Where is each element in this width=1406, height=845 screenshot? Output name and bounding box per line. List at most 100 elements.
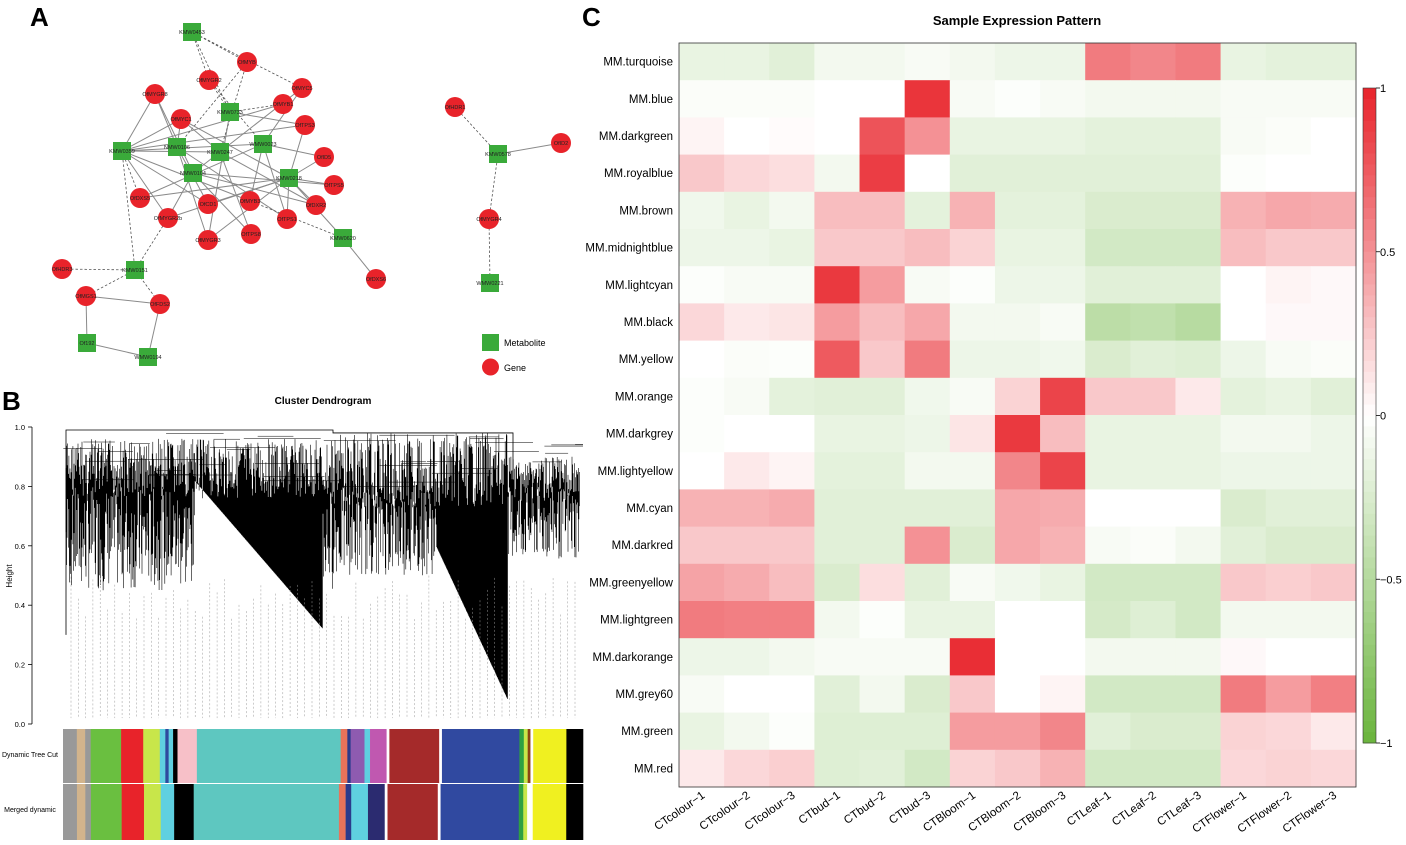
heatmap-cell [679,713,725,751]
heatmap-cell [905,638,951,676]
heatmap-cell [905,452,951,490]
heatmap-cell [1221,638,1267,676]
heatmap-cell [814,713,860,751]
heatmap-cell [1040,192,1086,230]
heatmap-cell [1085,378,1131,416]
heatmap-cell [1221,527,1267,565]
heatmap-cell [724,675,770,713]
heatmap-cell [1221,341,1267,379]
heatmap-cell [1040,527,1086,565]
heatmap-cell [1221,43,1267,81]
heatmap-cell [769,415,815,453]
heatmap-cell [1311,415,1357,453]
heatmap-cell [905,713,951,751]
heatmap-cell [1130,415,1176,453]
colorbar-step [1363,547,1376,558]
heatmap-cell [950,80,996,118]
heatmap-cell [905,415,951,453]
heatmap-cell [1040,80,1086,118]
heatmap-cell [950,117,996,155]
heatmap-cell [769,303,815,341]
heatmap-cell [1085,155,1131,193]
colorbar-step [1363,634,1376,645]
heatmap-row-label: MM.midnightblue [585,243,673,255]
colorbar-step [1363,503,1376,514]
heatmap-cell [1130,601,1176,639]
heatmap-cell [905,192,951,230]
heatmap-cell [1311,341,1357,379]
heatmap-cell [1130,713,1176,751]
heatmap-cell [769,155,815,193]
heatmap-cell [1175,750,1221,788]
heatmap-cell [724,80,770,118]
heatmap-cell [1175,564,1221,602]
heatmap-cell [1085,489,1131,527]
heatmap-cell [769,117,815,155]
heatmap-cell [1085,750,1131,788]
heatmap-cell [679,80,725,118]
colorbar-tick-label: 0.5 [1380,247,1395,259]
colorbar-step [1363,317,1376,328]
heatmap-cell [905,266,951,304]
heatmap-cell [1175,192,1221,230]
heatmap-cell [1266,713,1312,751]
heatmap-cell [724,750,770,788]
heatmap-cell [1311,564,1357,602]
heatmap-cell [724,155,770,193]
heatmap-cell [995,117,1041,155]
heatmap-cell [724,489,770,527]
heatmap-cell [950,750,996,788]
expression-heatmap: Sample Expression Pattern MM.turquoiseMM… [0,0,1406,845]
heatmap-cell [769,192,815,230]
heatmap-cell [1311,43,1357,81]
heatmap-cell [995,303,1041,341]
heatmap-cell [1130,155,1176,193]
heatmap-cell [814,229,860,267]
heatmap-cell [769,229,815,267]
heatmap-cell [724,564,770,602]
heatmap-cell [1311,229,1357,267]
heatmap-column-label: CTbud−2 [842,790,888,827]
heatmap-cell [950,155,996,193]
heatmap-cell [1221,155,1267,193]
heatmap-cell [1221,192,1267,230]
heatmap-row-label: MM.darkorange [592,652,673,664]
heatmap-cell [1266,341,1312,379]
heatmap-cell [1221,229,1267,267]
heatmap-cell [1311,117,1357,155]
heatmap-cell [1040,266,1086,304]
heatmap-cell [1085,43,1131,81]
colorbar-step [1363,186,1376,197]
colorbar-step [1363,121,1376,132]
heatmap-cell [1085,303,1131,341]
heatmap-cell [905,155,951,193]
heatmap-cell [1130,452,1176,490]
colorbar-step [1363,645,1376,656]
heatmap-cell [814,192,860,230]
colorbar-step [1363,99,1376,110]
heatmap-row-label: MM.lightyellow [598,466,674,478]
heatmap-cell [905,675,951,713]
heatmap-cell [1175,43,1221,81]
heatmap-cell [724,229,770,267]
heatmap-cell [950,601,996,639]
heatmap-cell [1311,378,1357,416]
heatmap-cell [679,564,725,602]
heatmap-cell [769,675,815,713]
heatmap-cell [905,564,951,602]
colorbar-step [1363,667,1376,678]
heatmap-cell [814,341,860,379]
heatmap-cell [1130,43,1176,81]
heatmap-cell [769,378,815,416]
heatmap-cell [950,192,996,230]
heatmap-column-label: CTcolour−3 [743,790,798,833]
heatmap-cell [950,43,996,81]
colorbar-step [1363,208,1376,219]
heatmap-cell [1085,713,1131,751]
heatmap-cell [1175,415,1221,453]
colorbar-step [1363,481,1376,492]
colorbar-step [1363,426,1376,437]
heatmap-cell [860,750,906,788]
colorbar-step [1363,525,1376,536]
heatmap-cell [679,675,725,713]
